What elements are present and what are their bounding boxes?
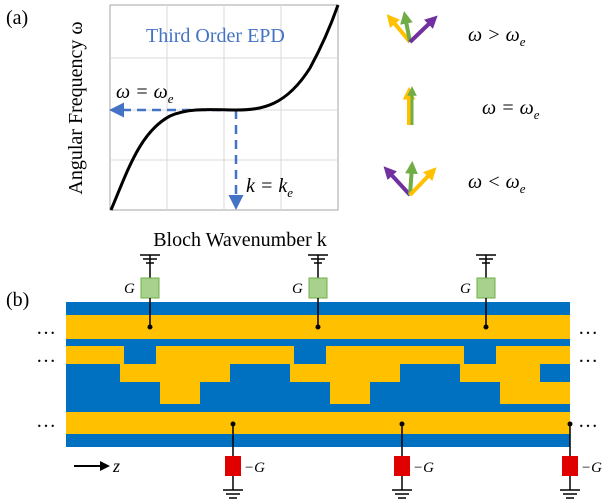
ellipsis-right-mid: … xyxy=(578,345,598,367)
ellipsis-left-bot: … xyxy=(36,410,56,432)
loss-label-1: −G xyxy=(244,460,265,476)
gain-element-2 xyxy=(308,254,328,330)
gain-element-3 xyxy=(476,254,496,330)
condition-label-less: ω < ωe xyxy=(468,171,526,196)
panel-a-label: (a) xyxy=(6,7,28,29)
plot-title: Third Order EPD xyxy=(146,25,285,47)
loss-element-2 xyxy=(392,421,412,499)
arrows-omega-less xyxy=(383,160,437,197)
k-e-label: k = ke xyxy=(246,175,293,200)
gain-element-1 xyxy=(140,254,160,330)
loss-label-2: −G xyxy=(413,460,434,476)
arrows-omega-greater xyxy=(386,10,438,44)
ellipsis-right-bot: … xyxy=(578,410,598,432)
gridlines xyxy=(110,5,338,210)
waveguide-structure xyxy=(66,302,570,447)
ellipsis-right-top: … xyxy=(578,317,598,339)
gain-label-1: G xyxy=(124,281,135,297)
gain-label-3: G xyxy=(460,281,471,297)
gain-label-2: G xyxy=(292,281,303,297)
meander-line xyxy=(66,346,570,404)
loss-label-3: −G xyxy=(581,460,602,476)
ellipsis-left-mid: … xyxy=(36,345,56,367)
z-label: z xyxy=(112,456,120,476)
dispersion-curve xyxy=(109,4,340,211)
ellipsis-left-top: … xyxy=(36,317,56,339)
y-axis-label: Angular Frequency ω xyxy=(65,21,87,194)
panel-b-label: (b) xyxy=(6,289,29,311)
loss-element-3 xyxy=(560,421,580,499)
loss-element-1 xyxy=(223,421,243,499)
condition-label-greater: ω > ωe xyxy=(468,24,526,49)
arrows-omega-equal xyxy=(402,86,417,125)
x-axis-label: Bloch Wavenumber k xyxy=(153,229,327,251)
condition-label-equal: ω = ωe xyxy=(482,97,540,122)
omega-e-label: ω = ωe xyxy=(116,81,174,106)
